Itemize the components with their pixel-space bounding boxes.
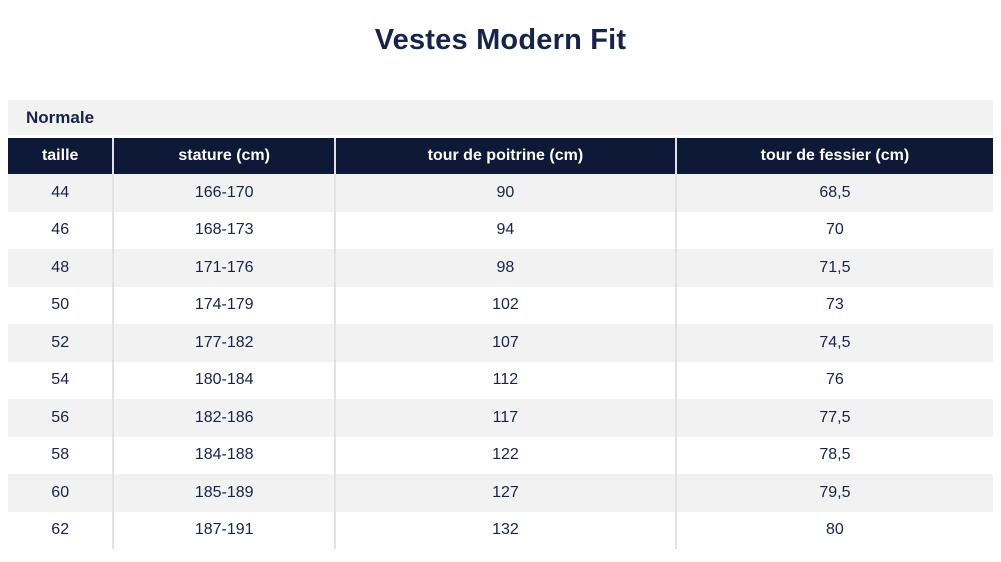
table-cell: 185-189 [112,474,336,512]
table-cell: 50 [8,286,114,324]
table-cell: 56 [8,399,114,437]
size-table-body: 44 166-170 90 68,5 46 168-173 94 70 48 171-176 98 7… [8,174,993,549]
table-cell: 46 [8,211,114,249]
section-header-label: Normale [26,107,95,127]
table-cell: 102 [334,286,676,324]
table-cell: 94 [334,211,676,249]
table-cell: 60 [8,474,114,512]
column-header-taille: taille [8,138,114,174]
table-cell: 122 [334,436,676,474]
table-cell: 73 [674,286,993,324]
table-cell: 54 [8,361,114,399]
table-cell: 71,5 [674,249,993,287]
column-header-poitrine: tour de poitrine (cm) [334,138,676,174]
table-cell: 74,5 [674,324,993,362]
table-row: 60 185-189 127 79,5 [8,474,993,512]
table-row: 54 180-184 112 76 [8,361,993,399]
table-cell: 168-173 [112,211,336,249]
table-cell: 58 [8,436,114,474]
table-row: 46 168-173 94 70 [8,211,993,249]
table-cell: 107 [334,324,676,362]
table-row: 58 184-188 122 78,5 [8,436,993,474]
table-cell: 112 [334,361,676,399]
table-cell: 62 [8,511,114,549]
table-row: 50 174-179 102 73 [8,286,993,324]
table-cell: 177-182 [112,324,336,362]
table-cell: 171-176 [112,249,336,287]
table-row: 48 171-176 98 71,5 [8,249,993,287]
table-cell: 79,5 [674,474,993,512]
table-cell: 180-184 [112,361,336,399]
table-cell: 77,5 [674,399,993,437]
table-cell: 182-186 [112,399,336,437]
table-cell: 68,5 [674,174,993,212]
table-cell: 117 [334,399,676,437]
table-row: 62 187-191 132 80 [8,511,993,549]
table-cell: 174-179 [112,286,336,324]
table-row: 56 182-186 117 77,5 [8,399,993,437]
size-table-header: taille stature (cm) tour de poitrine (cm… [8,138,993,174]
size-table: taille stature (cm) tour de poitrine (cm… [8,138,993,549]
table-cell: 76 [674,361,993,399]
table-cell: 98 [334,249,676,287]
table-cell: 90 [334,174,676,212]
table-row: 44 166-170 90 68,5 [8,174,993,212]
table-cell: 127 [334,474,676,512]
page-title: Vestes Modern Fit [374,24,627,56]
column-header-fessier: tour de fessier (cm) [674,138,993,174]
size-guide-section: Normale taille stature (cm) tour de poit… [8,100,993,549]
table-cell: 184-188 [112,436,336,474]
column-header-stature: stature (cm) [112,138,336,174]
table-cell: 52 [8,324,114,362]
table-cell: 48 [8,249,114,287]
table-cell: 166-170 [112,174,336,212]
table-cell: 78,5 [674,436,993,474]
table-cell: 70 [674,211,993,249]
table-cell: 132 [334,511,676,549]
table-row: 52 177-182 107 74,5 [8,324,993,362]
section-header-normale: Normale [8,100,993,135]
header-row: taille stature (cm) tour de poitrine (cm… [8,138,993,174]
table-cell: 80 [674,511,993,549]
table-cell: 44 [8,174,114,212]
table-cell: 187-191 [112,511,336,549]
